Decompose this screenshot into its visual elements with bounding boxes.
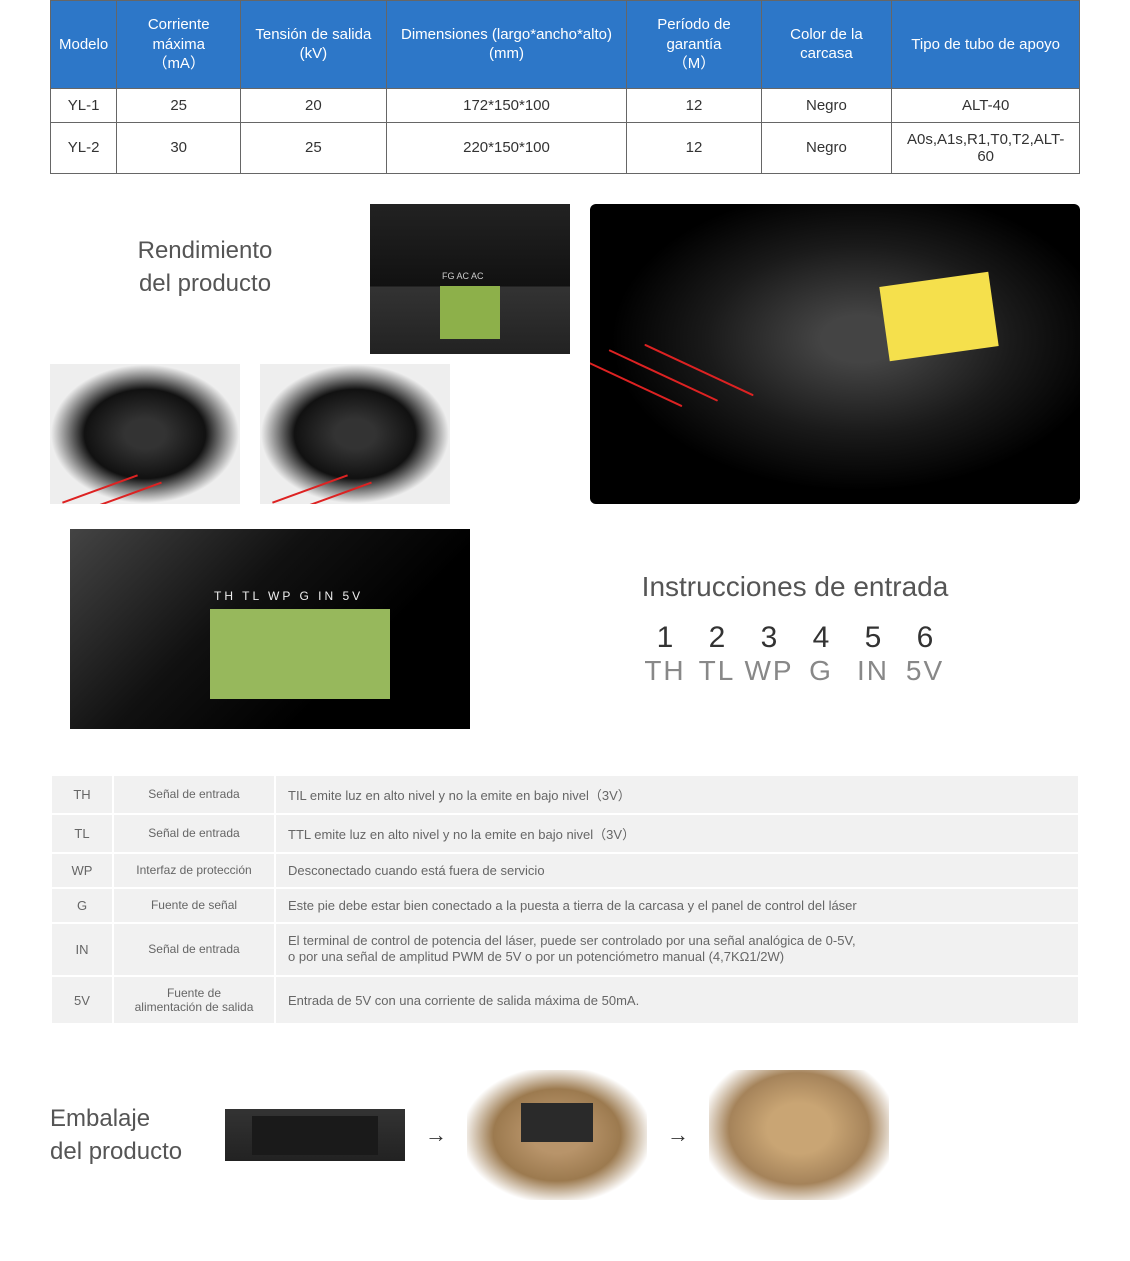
- col-garantia: Período de garantía （M）: [627, 1, 761, 89]
- signal-type: Señal de entrada: [114, 815, 274, 852]
- spec-header-row: Modelo Corriente máxima （mA） Tensión de …: [51, 1, 1080, 89]
- packaging-section: Embalaje del producto → →: [50, 1070, 1080, 1240]
- signal-desc: Este pie debe estar bien conectado a la …: [276, 889, 1078, 922]
- instr-num: 2: [691, 621, 743, 655]
- performance-title: Rendimiento del producto: [50, 234, 360, 301]
- table-cell: 20: [241, 88, 386, 122]
- arrow-icon: →: [667, 1122, 689, 1148]
- psu-image-large: [590, 204, 1080, 504]
- signal-desc: El terminal de control de potencia del l…: [276, 924, 1078, 976]
- signal-row: WPInterfaz de protecciónDesconectado cua…: [52, 854, 1078, 887]
- table-cell: 172*150*100: [386, 88, 627, 122]
- signal-pin: G: [52, 889, 112, 922]
- connector-image-large: TH TL WP G IN 5V: [70, 529, 470, 729]
- instr-num: 4: [795, 621, 847, 655]
- terminal-labels: TH TL WP G IN 5V: [214, 589, 363, 603]
- instructions-pins: THTLWPGIN5V: [510, 655, 1080, 687]
- instr-pin: IN: [847, 655, 899, 687]
- instr-pin: TH: [639, 655, 691, 687]
- signal-row: GFuente de señalEste pie debe estar bien…: [52, 889, 1078, 922]
- instr-pin: 5V: [899, 655, 951, 687]
- col-tension: Tensión de salida (kV): [241, 1, 386, 89]
- table-cell: 12: [627, 122, 761, 173]
- signal-pin: IN: [52, 924, 112, 976]
- signal-desc: Desconectado cuando está fuera de servic…: [276, 854, 1078, 887]
- instr-num: 3: [743, 621, 795, 655]
- signal-row: 5VFuente de alimentación de salidaEntrad…: [52, 977, 1078, 1023]
- perf-title-l1: Rendimiento: [138, 237, 273, 264]
- table-cell: Negro: [761, 122, 892, 173]
- table-cell: ALT-40: [892, 88, 1080, 122]
- pack-title-l1: Embalaje: [50, 1105, 150, 1132]
- instr-pin: TL: [691, 655, 743, 687]
- pack-title-l2: del producto: [50, 1138, 182, 1165]
- signal-pin: TL: [52, 815, 112, 852]
- spec-table: Modelo Corriente máxima （mA） Tensión de …: [50, 0, 1080, 174]
- table-cell: A0s,A1s,R1,T0,T2,ALT-60: [892, 122, 1080, 173]
- table-cell: 25: [241, 122, 386, 173]
- signal-pin: TH: [52, 776, 112, 813]
- signal-pin: 5V: [52, 977, 112, 1023]
- arrow-icon: →: [425, 1122, 447, 1148]
- col-modelo: Modelo: [51, 1, 117, 89]
- col-tubo: Tipo de tubo de apoyo: [892, 1, 1080, 89]
- instructions-title: Instrucciones de entrada: [510, 571, 1080, 603]
- signal-pin: WP: [52, 854, 112, 887]
- table-cell: Negro: [761, 88, 892, 122]
- signal-desc: TIL emite luz en alto nivel y no la emit…: [276, 776, 1078, 813]
- signal-row: THSeñal de entradaTIL emite luz en alto …: [52, 776, 1078, 813]
- perf-title-l2: del producto: [139, 270, 271, 297]
- connector-image-small: FG AC AC: [370, 204, 570, 354]
- table-cell: YL-2: [51, 122, 117, 173]
- table-cell: 30: [117, 122, 241, 173]
- signal-type: Fuente de señal: [114, 889, 274, 922]
- col-dimensiones: Dimensiones (largo*ancho*alto) (mm): [386, 1, 627, 89]
- instr-num: 5: [847, 621, 899, 655]
- table-cell: 12: [627, 88, 761, 122]
- signal-type: Señal de entrada: [114, 776, 274, 813]
- instr-num: 1: [639, 621, 691, 655]
- signal-type: Interfaz de protección: [114, 854, 274, 887]
- instr-num: 6: [899, 621, 951, 655]
- instr-pin: WP: [743, 655, 795, 687]
- col-corriente: Corriente máxima （mA）: [117, 1, 241, 89]
- table-row: YL-12520172*150*10012NegroALT-40: [51, 88, 1080, 122]
- instr-pin: G: [795, 655, 847, 687]
- signal-table: THSeñal de entradaTIL emite luz en alto …: [50, 774, 1080, 1026]
- signal-type: Fuente de alimentación de salida: [114, 977, 274, 1023]
- col-color: Color de la carcasa: [761, 1, 892, 89]
- performance-section: Rendimiento del producto FG AC AC: [50, 204, 1080, 504]
- signal-desc: Entrada de 5V con una corriente de salid…: [276, 977, 1078, 1023]
- instructions-numbers: 123456: [510, 621, 1080, 655]
- table-row: YL-23025220*150*10012NegroA0s,A1s,R1,T0,…: [51, 122, 1080, 173]
- connector-small-label: FG AC AC: [442, 271, 484, 281]
- table-cell: YL-1: [51, 88, 117, 122]
- table-cell: 220*150*100: [386, 122, 627, 173]
- signal-type: Señal de entrada: [114, 924, 274, 976]
- psu-image-left: [50, 364, 240, 504]
- packaging-image-2: [467, 1070, 647, 1200]
- signal-row: TLSeñal de entradaTTL emite luz en alto …: [52, 815, 1078, 852]
- table-cell: 25: [117, 88, 241, 122]
- packaging-title: Embalaje del producto: [50, 1102, 200, 1169]
- psu-image-right: [260, 364, 450, 504]
- signal-desc: TTL emite luz en alto nivel y no la emit…: [276, 815, 1078, 852]
- packaging-image-1: [225, 1070, 405, 1200]
- packaging-image-3: [709, 1070, 889, 1200]
- signal-row: INSeñal de entradaEl terminal de control…: [52, 924, 1078, 976]
- instructions-section: TH TL WP G IN 5V Instrucciones de entrad…: [50, 529, 1080, 729]
